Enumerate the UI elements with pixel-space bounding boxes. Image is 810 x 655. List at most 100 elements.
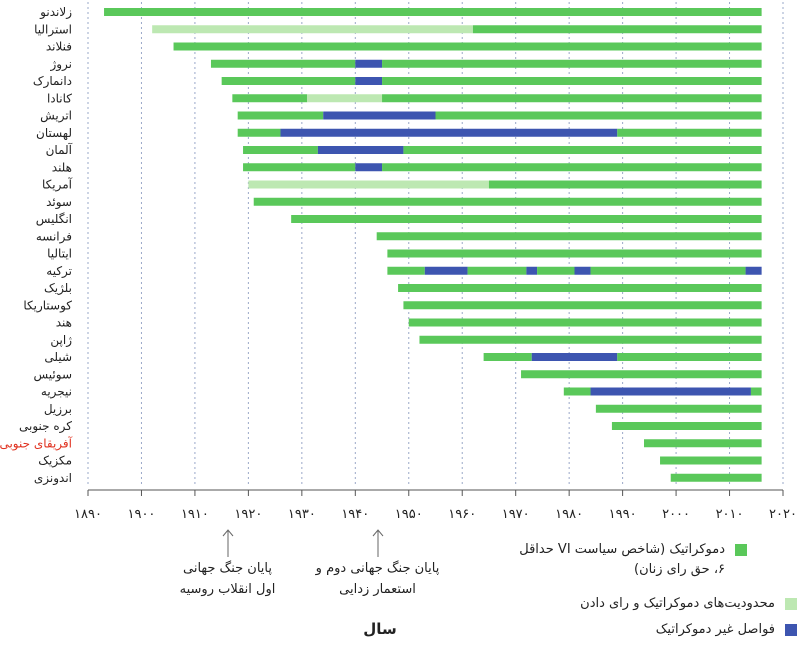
country-label: انگلیس — [36, 212, 72, 227]
country-label: آلمان — [46, 142, 73, 157]
x-tick-label: ۱۹۵۰ — [395, 507, 423, 522]
country-label: فرانسه — [36, 229, 72, 244]
country-label: نیجریه — [41, 385, 72, 400]
country-label: ترکیه — [46, 264, 72, 279]
country-label: کانادا — [47, 91, 72, 105]
x-tick-label: ۱۹۷۰ — [502, 507, 530, 522]
country-label: نروژ — [49, 57, 72, 72]
country-label: ایتالیا — [47, 247, 72, 261]
bar-segment-democracy — [521, 370, 762, 379]
annotation-ww1: پایان جنگ جهانی اول انقلاب روسیه — [150, 528, 305, 600]
country-label: فنلاند — [46, 40, 72, 54]
bar-segment-democracy — [472, 25, 762, 34]
bar-segment-democracy — [408, 318, 762, 327]
bar-segment-democracy — [398, 284, 762, 292]
x-tick-label: ۱۹۹۰ — [609, 507, 637, 522]
x-tick-label: ۱۹۴۰ — [341, 507, 369, 522]
country-label: اندونزی — [34, 471, 72, 486]
bar-segment-nondemocratic — [280, 128, 618, 137]
bar-segment-democracy — [644, 439, 762, 448]
bar-segment-democracy — [488, 180, 762, 189]
bar-segment-restricted — [152, 25, 473, 34]
country-label: هلند — [52, 160, 72, 174]
bar-segment-democracy — [419, 335, 762, 344]
bar-segment-democracy — [382, 59, 762, 68]
country-label: مکزیک — [38, 454, 72, 469]
bar-segment-democracy — [387, 266, 425, 275]
x-tick-label: ۱۹۳۰ — [288, 507, 316, 522]
legend-nondemocratic: فواصل غیر دموکراتیک — [505, 620, 797, 640]
bar-segment-democracy — [611, 422, 762, 430]
bar-segment-nondemocratic — [355, 59, 383, 68]
country-label: دانمارک — [33, 74, 72, 89]
annotation-ww2-text: پایان جنگ جهانی دوم و استعمار زدایی — [315, 561, 440, 597]
x-axis-title: سال — [363, 620, 397, 638]
bar-segment-democracy — [590, 266, 746, 275]
bar-segment-democracy — [750, 387, 762, 396]
country-bars — [104, 8, 762, 482]
country-label: سوئد — [46, 195, 72, 210]
bar-segment-democracy — [617, 128, 762, 137]
legend-label-democracy: دموکراتیک (شاخص سیاست VI حداقل ۶، حق رای… — [519, 542, 725, 577]
arrow-up-icon — [222, 529, 233, 557]
bar-segment-nondemocratic — [526, 266, 538, 275]
country-label: هند — [56, 316, 72, 330]
x-tick-label: ۱۹۲۰ — [234, 507, 262, 522]
bar-segment-democracy — [403, 146, 762, 154]
bar-segment-democracy — [382, 163, 762, 172]
country-labels: زلاندنو استرالیا فنلاند نروژ دانمارک کانادا ات… — [0, 5, 73, 486]
x-tick-label: ۱۹۸۰ — [555, 507, 583, 522]
x-tick-label: ۱۹۶۰ — [448, 507, 476, 522]
bar-segment-nondemocratic — [590, 387, 751, 396]
country-label: کوستاریکا — [23, 298, 72, 313]
legend-label-nondemocratic: فواصل غیر دموکراتیک — [655, 622, 775, 637]
legend-restricted: محدودیت‌های دموکراتیک و رای دادن — [505, 594, 797, 614]
country-label: آمریکا — [42, 177, 73, 193]
legend-swatch-restricted — [785, 598, 797, 610]
country-label: استرالیا — [34, 22, 72, 37]
bar-segment-democracy — [104, 8, 762, 16]
bar-segment-democracy — [291, 215, 762, 223]
bar-segment-democracy — [617, 353, 762, 361]
bar-segment-nondemocratic — [355, 163, 383, 172]
bar-segment-democracy — [237, 111, 324, 120]
country-label: لهستان — [36, 126, 72, 140]
x-tick-label: ۱۹۱۰ — [181, 507, 209, 522]
bar-segment-democracy — [483, 353, 532, 361]
bar-segment-democracy — [435, 111, 762, 120]
country-label: سوئیس — [33, 367, 72, 382]
legend-democracy: دموکراتیک (شاخص سیاست VI حداقل ۶، حق رای… — [505, 540, 747, 580]
country-label: آفریقای جنوبی — [0, 435, 73, 451]
country-label: ژاپن — [50, 333, 72, 348]
gridlines — [87, 2, 784, 487]
bar-segment-democracy — [467, 266, 527, 275]
bar-segment-democracy — [253, 197, 762, 206]
bar-segment-democracy — [237, 128, 281, 137]
bar-segment-democracy — [660, 456, 762, 465]
bar-segment-nondemocratic — [745, 266, 762, 275]
bar-segment-democracy — [232, 94, 308, 103]
bar-segment-restricted — [248, 180, 489, 189]
bar-segment-democracy — [595, 404, 762, 413]
bar-segment-nondemocratic — [317, 146, 404, 154]
bar-segment-democracy — [670, 473, 762, 482]
bar-segment-democracy — [387, 249, 762, 258]
bar-segment-democracy — [243, 146, 318, 154]
annotation-ww2: پایان جنگ جهانی دوم و استعمار زدایی — [300, 528, 455, 600]
country-label: بلژیک — [44, 281, 72, 296]
country-label: برزیل — [44, 402, 72, 417]
country-label: کره جنوبی — [19, 419, 72, 434]
x-axis: ۱۸۹۰ ۱۹۰۰ ۱۹۱۰ ۱۹۲۰ ۱۹۳۰ ۱۹۴۰ ۱۹۵۰ ۱۹۶۰ ۱۹۷۰ ۱۹۸۰… — [74, 489, 797, 522]
bar-segment-nondemocratic — [355, 77, 383, 85]
bar-segment-restricted — [307, 94, 383, 103]
bar-segment-nondemocratic — [323, 111, 436, 120]
bar-segment-democracy — [243, 163, 356, 172]
bar-segment-nondemocratic — [424, 266, 468, 275]
x-tick-label: ۲۰۲۰ — [769, 507, 797, 522]
bar-segment-democracy — [563, 387, 591, 396]
country-label: شیلی — [44, 350, 72, 364]
bar-segment-democracy — [382, 94, 762, 103]
x-tick-label: ۱۹۰۰ — [127, 507, 155, 522]
bar-segment-nondemocratic — [574, 266, 591, 275]
